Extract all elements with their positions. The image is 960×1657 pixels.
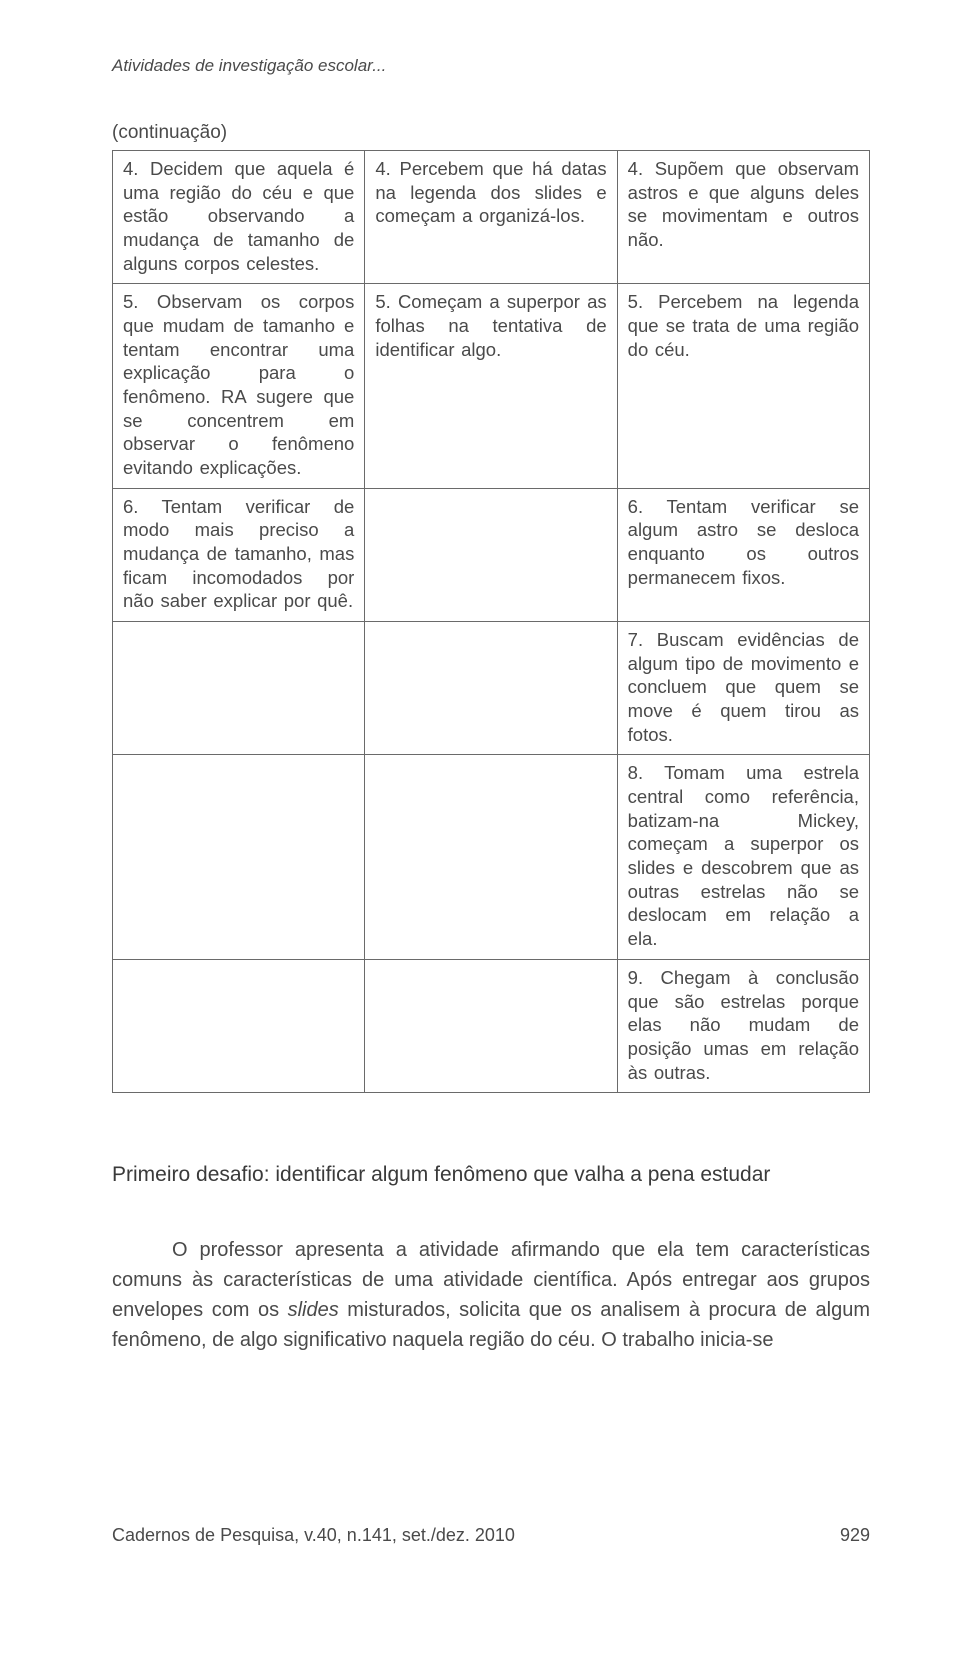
running-title: Atividades de investigação escolar... [112, 56, 870, 76]
table-cell: 4. Percebem que há datas na legenda dos … [365, 151, 617, 284]
table-row: 8. Tomam uma estrela central como referê… [113, 755, 870, 959]
table-cell: 5. Percebem na legenda que se trata de u… [617, 284, 869, 488]
body-paragraph: O professor apresenta a atividade afirma… [112, 1235, 870, 1355]
table-cell [365, 755, 617, 959]
continuation-label: (continuação) [112, 122, 870, 144]
table-cell: 6. Tentam verificar de modo mais preciso… [113, 488, 365, 621]
table-cell [365, 959, 617, 1092]
table-cell: 7. Buscam evidências de algum tipo de mo… [617, 622, 869, 755]
table-row: 5. Observam os corpos que mudam de taman… [113, 284, 870, 488]
page-number: 929 [840, 1525, 870, 1546]
table-cell: 5. Observam os corpos que mudam de taman… [113, 284, 365, 488]
paragraph-italic: slides [288, 1299, 339, 1321]
content-table: 4. Decidem que aquela é uma região do cé… [112, 150, 870, 1093]
table-cell [365, 488, 617, 621]
table-row: 6. Tentam verificar de modo mais preciso… [113, 488, 870, 621]
table-row: 7. Buscam evidências de algum tipo de mo… [113, 622, 870, 755]
table-cell: 4. Supõem que observam astros e que algu… [617, 151, 869, 284]
table-cell: 9. Chegam à conclusão que são estrelas p… [617, 959, 869, 1092]
table-row: 9. Chegam à conclusão que são estrelas p… [113, 959, 870, 1092]
section-heading: Primeiro desafio: identificar algum fenô… [112, 1163, 870, 1187]
table-cell: 6. Tentam verificar se algum astro se de… [617, 488, 869, 621]
page-footer: Cadernos de Pesquisa, v.40, n.141, set./… [112, 1525, 870, 1546]
table-cell: 8. Tomam uma estrela central como referê… [617, 755, 869, 959]
table-cell: 4. Decidem que aquela é uma região do cé… [113, 151, 365, 284]
table-cell [113, 959, 365, 1092]
table-cell [113, 622, 365, 755]
table-row: 4. Decidem que aquela é uma região do cé… [113, 151, 870, 284]
footer-citation: Cadernos de Pesquisa, v.40, n.141, set./… [112, 1525, 515, 1546]
table-cell: 5. Começam a superpor as folhas na tenta… [365, 284, 617, 488]
table-cell [365, 622, 617, 755]
table-cell [113, 755, 365, 959]
